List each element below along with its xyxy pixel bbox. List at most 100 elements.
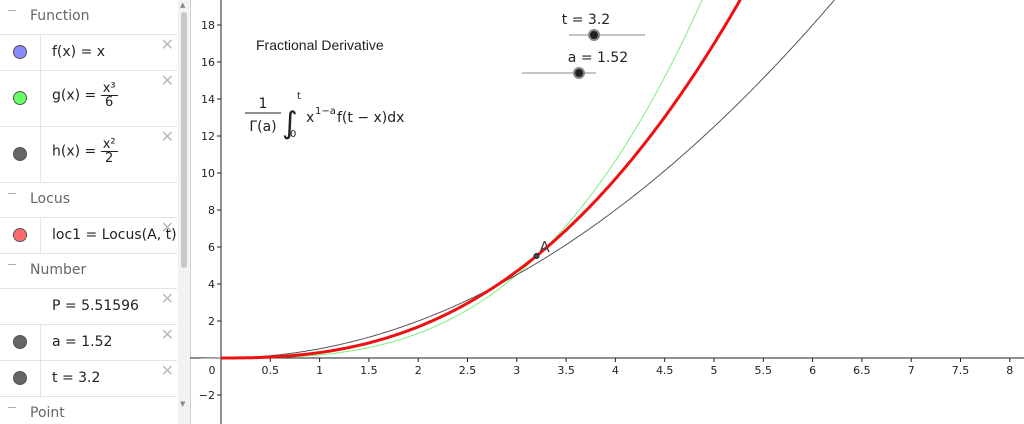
group-header-function[interactable]: Function [0,0,177,35]
delete-icon[interactable]: ✕ [160,71,174,90]
x-tick-label: 1 [316,364,323,377]
item-expression[interactable]: a = 1.52 [52,334,113,350]
curve-loc1 [221,0,742,360]
group-title: Function [30,8,90,24]
group-title: Locus [30,191,70,207]
point-A-label: A [540,238,551,256]
y-tick-label: 8 [208,204,215,217]
collapse-icon[interactable] [8,407,16,408]
delete-icon[interactable]: ✕ [160,35,174,54]
algebra-view: Function f(x) = x ✕ g(x) = x³ 6 ✕ h(x) = … [0,0,191,424]
item-expression[interactable]: g(x) = x³ 6 [52,82,118,109]
item-expression[interactable]: P = 5.51596 [52,298,139,314]
y-tick-label: 10 [201,167,215,180]
x-tick-label: 2 [415,364,422,377]
item-expression[interactable]: h(x) = x² 2 [52,138,118,165]
visibility-toggle[interactable] [13,147,27,161]
y-tick-label: 4 [208,278,215,291]
slider-a-label: a = 1.52 [568,50,628,66]
x-tick-label: 2.5 [459,364,477,377]
y-tick-label: 14 [201,93,215,106]
visibility-toggle[interactable] [13,228,27,242]
x-tick-label: 6.5 [853,364,871,377]
x-tick-label: 0 [209,364,216,377]
x-tick-label: 8 [1006,364,1013,377]
y-tick-label: −2 [199,389,215,402]
formula-lower: 0 [290,129,296,140]
y-tick-label: 16 [201,56,215,69]
x-tick-label: 7 [908,364,915,377]
visibility-toggle[interactable] [13,45,27,59]
visibility-toggle[interactable] [13,371,27,385]
algebra-item-h[interactable]: h(x) = x² 2 ✕ [0,127,177,183]
delete-icon[interactable]: ✕ [160,361,174,380]
slider-t-knob[interactable] [588,29,600,41]
slider-a-knob[interactable] [573,67,585,79]
group-title: Number [30,262,87,278]
formula-exponent: 1−a [315,106,336,117]
graphics-view[interactable]: 0 0.5 1 1.5 2 2.5 3 3.5 4 4.5 5 5.5 6 6.5 7 7.5 8 −2 2 4 6 8 1… [190,0,1024,424]
curve-h [201,0,836,359]
denominator: 6 [105,95,114,110]
x-tick-label: 5.5 [755,364,773,377]
scroll-down-icon[interactable]: ▼ [180,400,186,408]
x-tick-label: 4 [612,364,619,377]
fraction: x² 2 [100,137,118,166]
x-tick-label: 1.5 [360,364,378,377]
formula-coef-den: Γ(a) [249,119,276,135]
x-tick-label: 5 [711,364,718,377]
algebra-item-t[interactable]: t = 3.2 ✕ [0,361,177,397]
group-title: Point [30,405,65,421]
curve-g [201,0,703,359]
item-lhs: g(x) = [52,87,101,104]
formula-coef-num: 1 [259,96,268,112]
algebra-item-a[interactable]: a = 1.52 ✕ [0,325,177,361]
item-expression[interactable]: f(x) = x [52,44,106,60]
y-tick-label: 18 [201,19,215,32]
group-header-point[interactable]: Point [0,397,177,424]
algebra-item-g[interactable]: g(x) = x³ 6 ✕ [0,71,177,127]
formula-upper: t [297,91,301,102]
slider-a[interactable]: a = 1.52 [522,50,628,79]
group-header-number[interactable]: Number [0,254,177,289]
x-tick-label: 0.5 [262,364,280,377]
algebra-item-loc1[interactable]: loc1 = Locus(A, t) ✕ [0,218,177,254]
x-tick-label: 7.5 [952,364,970,377]
x-tick-label: 4.5 [656,364,674,377]
formula-rest: f(t − x)dx [337,110,404,126]
point-A[interactable] [533,252,540,259]
delete-icon[interactable]: ✕ [160,218,174,237]
visibility-toggle[interactable] [13,335,27,349]
numerator: x² [100,137,118,152]
y-tick-label: 6 [208,241,215,254]
visibility-toggle[interactable] [13,91,27,105]
group-header-locus[interactable]: Locus [0,183,177,218]
scroll-up-icon[interactable]: ▲ [180,1,186,9]
item-expression[interactable]: loc1 = Locus(A, t) [52,227,177,243]
y-tick-label: 2 [208,315,215,328]
item-expression[interactable]: t = 3.2 [52,370,101,386]
x-tick-label: 3.5 [557,364,575,377]
delete-icon[interactable]: ✕ [160,289,174,308]
x-tick-label: 6 [809,364,816,377]
scrollbar-thumb[interactable] [181,12,187,268]
slider-t-label: t = 3.2 [562,12,610,28]
algebra-item-f[interactable]: f(x) = x ✕ [0,35,177,71]
graph-title: Fractional Derivative [256,37,384,53]
delete-icon[interactable]: ✕ [160,325,174,344]
formula-integral: ∫ [282,106,298,141]
collapse-icon[interactable] [8,264,16,265]
collapse-icon[interactable] [8,193,16,194]
formula-text: 1 Γ(a) ∫ t 0 x 1−a f(t − x)dx [245,91,404,141]
y-tick-label: 12 [201,130,215,143]
algebra-scrollbar[interactable]: ▲ ▼ [178,0,190,424]
delete-icon[interactable]: ✕ [160,127,174,146]
x-tick-label: 3 [513,364,520,377]
numerator: x³ [100,81,118,96]
fraction: x³ 6 [100,81,118,110]
formula-body: x [306,110,314,126]
slider-t[interactable]: t = 3.2 [562,12,645,41]
algebra-item-P[interactable]: P = 5.51596 ✕ [0,289,177,325]
collapse-icon[interactable] [8,10,16,11]
denominator: 2 [105,151,114,166]
